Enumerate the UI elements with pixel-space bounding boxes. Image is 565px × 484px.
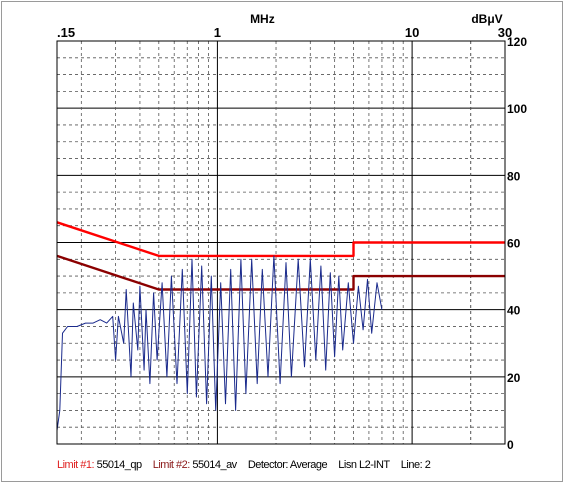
y-tick-label: 120 xyxy=(507,35,527,49)
x-tick-label: .15 xyxy=(57,25,75,40)
x-tick-label: 10 xyxy=(405,25,419,40)
limit2-value: 55014_av xyxy=(192,459,237,471)
limit1-value: 55014_qp xyxy=(96,459,142,471)
limit1-key: Limit #1: xyxy=(57,459,95,471)
detector-label: Detector: Average xyxy=(247,459,328,471)
y-tick-label: 80 xyxy=(507,169,521,183)
line-label: Line: 2 xyxy=(400,459,431,471)
y-tick-label: 100 xyxy=(507,102,527,116)
x-axis-label: MHz xyxy=(250,12,275,26)
x-tick-label: 1 xyxy=(214,25,221,40)
y-tick-label: 0 xyxy=(507,438,514,452)
y-axis-label: dBμV xyxy=(471,12,502,26)
plot-border xyxy=(56,40,506,445)
y-tick-label: 20 xyxy=(507,371,521,385)
series-line-1 xyxy=(56,221,505,258)
lisn-label: Lisn L2-INT xyxy=(338,459,390,471)
series-line-3 xyxy=(56,255,383,431)
tick-labels: .15 1 10 30 0 20 40 60 80 100 120 xyxy=(57,25,527,452)
series-line-2 xyxy=(56,254,505,291)
y-tick-label: 40 xyxy=(507,304,521,318)
limit2-key: Limit #2: xyxy=(152,459,191,471)
chart-footer: Limit #1: 55014_qp Limit #2: 55014_av De… xyxy=(57,459,431,477)
grid xyxy=(57,41,505,444)
x-tick-label: 30 xyxy=(498,25,512,40)
y-tick-label: 60 xyxy=(507,237,521,251)
series-group xyxy=(56,221,505,431)
